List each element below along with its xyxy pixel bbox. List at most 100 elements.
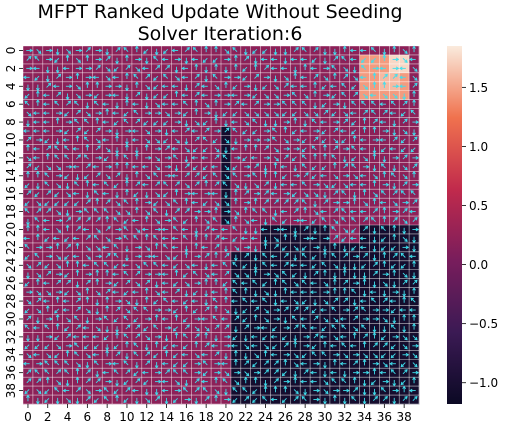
flow-arrow-head [176,77,180,81]
flow-arrow [123,47,129,52]
flow-arrow-head [37,390,42,395]
flow-arrow [174,380,180,385]
x-tick-label: 14 [159,410,174,424]
flow-arrow [173,362,178,367]
flow-arrow-head [121,263,126,268]
flow-arrow [390,308,396,314]
flow-arrow-head [163,122,167,126]
flow-arrow-head [35,99,40,103]
flow-arrow-head [224,248,228,253]
flow-arrow [66,48,71,54]
flow-arrow-head [197,317,202,321]
flow-arrow-head [291,315,296,319]
flow-arrow [293,324,299,330]
flow-arrow-head [385,308,390,312]
flow-arrow [115,306,121,312]
flow-arrow [194,387,200,393]
flow-arrow-head [28,158,32,162]
flow-arrow-head [305,193,309,198]
flow-arrow-head [192,149,197,153]
flow-arrow-head [168,164,172,169]
flow-arrow-head [301,324,306,328]
flow-arrow-head [113,265,117,269]
flow-arrow-head [88,66,93,71]
flow-arrow-head [158,335,162,339]
flow-arrow-head [372,231,377,235]
flow-arrow-head [47,270,52,275]
flow-arrow-head [404,369,408,373]
flow-arrow [194,120,200,126]
flow-arrow [264,65,269,70]
flow-arrow-head [214,305,218,309]
flow-arrow-head [197,281,202,286]
flow-arrow-head [211,290,215,294]
flow-arrow [95,172,101,178]
flow-arrow [392,74,398,79]
flow-arrow [54,308,60,314]
flow-arrow [143,326,149,332]
flow-arrow-head [316,182,321,187]
flow-arrow [412,279,418,285]
flow-arrow-head [172,154,177,158]
flow-arrow-head [349,111,354,115]
flow-arrow-head [85,287,90,291]
flow-arrow [113,317,119,323]
flow-arrow-head [92,335,96,339]
flow-arrow-head [163,345,167,350]
flow-arrow [26,263,32,269]
flow-arrow [264,111,269,117]
flow-arrow-head [404,100,408,105]
flow-arrow [145,351,151,357]
flow-arrow [400,263,406,269]
flow-arrow [26,315,32,321]
flow-arrow-head [265,292,270,296]
flow-arrow-head [44,181,48,185]
flow-arrow-head [202,59,207,63]
flow-arrow [321,138,327,144]
flow-arrow [155,138,160,144]
flow-arrow-head [65,383,70,387]
flow-arrow-head [123,315,127,319]
flow-arrow [46,290,52,296]
flow-arrow [412,136,418,142]
flow-arrow-head [87,216,91,221]
flow-arrow [341,378,347,384]
flow-arrow [44,324,50,330]
flow-arrow-head [77,324,81,328]
flow-arrow-head [65,96,70,101]
flow-arrow [165,201,170,206]
flow-arrow [333,174,339,180]
flow-arrow-head [265,345,270,350]
flow-arrow [244,272,250,278]
flow-arrow-head [123,46,127,51]
flow-arrow-head [171,173,175,178]
flow-arrow-head [75,269,80,273]
flow-arrow-head [233,215,238,219]
flow-arrow [363,353,368,359]
flow-arrow-head [97,172,101,176]
flow-arrow-head [390,369,395,373]
flow-arrow-head [392,186,397,190]
flow-arrow [143,120,149,126]
flow-arrow [313,270,319,276]
flow-arrow-head [168,218,172,223]
flow-arrow [184,163,190,169]
flow-arrow-head [49,254,53,259]
flow-arrow [343,118,349,124]
flow-arrow-head [296,218,301,223]
flow-arrow-head [283,61,288,65]
flow-arrow-head [102,120,106,124]
flow-arrow [183,317,188,323]
flow-arrow [212,297,218,303]
flow-arrow-head [295,199,299,203]
flow-arrow-head [49,245,53,250]
flow-arrow-head [184,87,189,92]
flow-arrow-head [39,245,43,250]
flow-arrow [323,199,329,205]
flow-arrow-head [226,220,230,225]
flow-arrow-head [392,269,397,273]
flow-arrow [331,154,337,160]
flow-arrow [272,217,277,223]
flow-arrow-head [113,369,117,373]
flow-arrow-head [392,45,397,49]
